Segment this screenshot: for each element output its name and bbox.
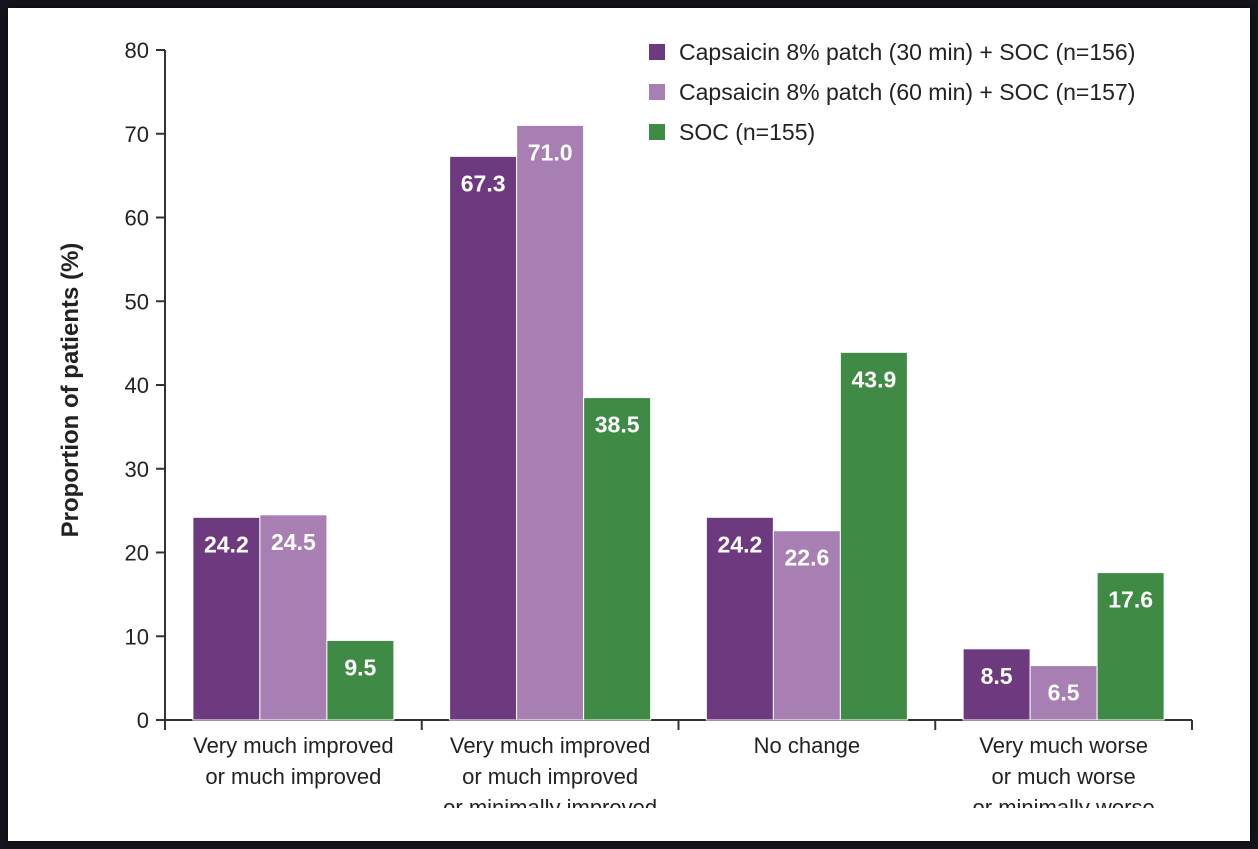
category-label: Very much improved	[450, 733, 651, 758]
data-label: 6.5	[1048, 680, 1080, 706]
data-label: 22.6	[784, 545, 829, 571]
category-label: or much improved	[462, 764, 638, 789]
data-label: 8.5	[981, 663, 1013, 689]
y-tick-label: 10	[125, 624, 149, 649]
data-label: 24.5	[271, 529, 316, 555]
figure-frame: 0 10 20 30 40 50 60 70 80 24.2 24.5 9.5 67.3 71.0 38.…	[8, 8, 1250, 841]
data-label: 43.9	[851, 366, 896, 392]
data-label: 24.2	[717, 531, 762, 557]
data-label: 9.5	[344, 654, 376, 680]
data-label: 71.0	[528, 139, 573, 165]
y-tick-label: 20	[125, 541, 149, 566]
legend: Capsaicin 8% patch (30 min) + SOC (n=156…	[649, 39, 1135, 145]
y-tick-label: 40	[125, 373, 149, 398]
y-tick-label: 60	[125, 206, 149, 231]
y-tick-label: 70	[125, 122, 149, 147]
legend-swatch	[649, 124, 665, 140]
bar	[259, 514, 328, 721]
y-tick-label: 0	[137, 708, 149, 733]
data-label: 24.2	[204, 531, 249, 557]
category-label: or much worse	[991, 764, 1135, 789]
data-label: 17.6	[1108, 587, 1153, 613]
y-axis-title: Proportion of patients (%)	[57, 243, 84, 538]
y-tick-label: 30	[125, 457, 149, 482]
bar	[962, 648, 1031, 721]
category-labels: Very much improved or much improved Very m…	[193, 733, 1155, 820]
data-label: 38.5	[595, 412, 640, 438]
category-label: Very much improved	[193, 733, 394, 758]
legend-swatch	[649, 44, 665, 60]
legend-entry: Capsaicin 8% patch (60 min) + SOC (n=157…	[679, 79, 1135, 105]
data-label: 67.3	[461, 170, 506, 196]
bar	[192, 516, 261, 721]
legend-entry: SOC (n=155)	[679, 119, 815, 145]
bars: 24.2 24.5 9.5 67.3 71.0 38.5 24.2 22.6 43.9 8.5 6.…	[192, 124, 1165, 721]
category-label: Very much worse	[979, 733, 1148, 758]
bar	[1029, 665, 1098, 721]
bar	[449, 155, 518, 721]
bar	[583, 397, 652, 721]
bar	[839, 351, 908, 721]
category-label: or minimally worse	[973, 795, 1155, 820]
bar	[516, 124, 585, 721]
bar	[326, 639, 395, 721]
category-label: or much improved	[205, 764, 381, 789]
bar	[1096, 572, 1165, 721]
category-label: or minimally improved	[443, 795, 657, 820]
legend-entry: Capsaicin 8% patch (30 min) + SOC (n=156…	[679, 39, 1135, 65]
bar-chart: 0 10 20 30 40 50 60 70 80 24.2 24.5 9.5 67.3 71.0 38.…	[57, 38, 1193, 820]
y-tick-label: 50	[125, 289, 149, 314]
category-label: No change	[754, 733, 860, 758]
y-tick-label: 80	[125, 38, 149, 63]
bar	[705, 516, 774, 721]
bar	[772, 530, 841, 721]
legend-swatch	[649, 84, 665, 100]
